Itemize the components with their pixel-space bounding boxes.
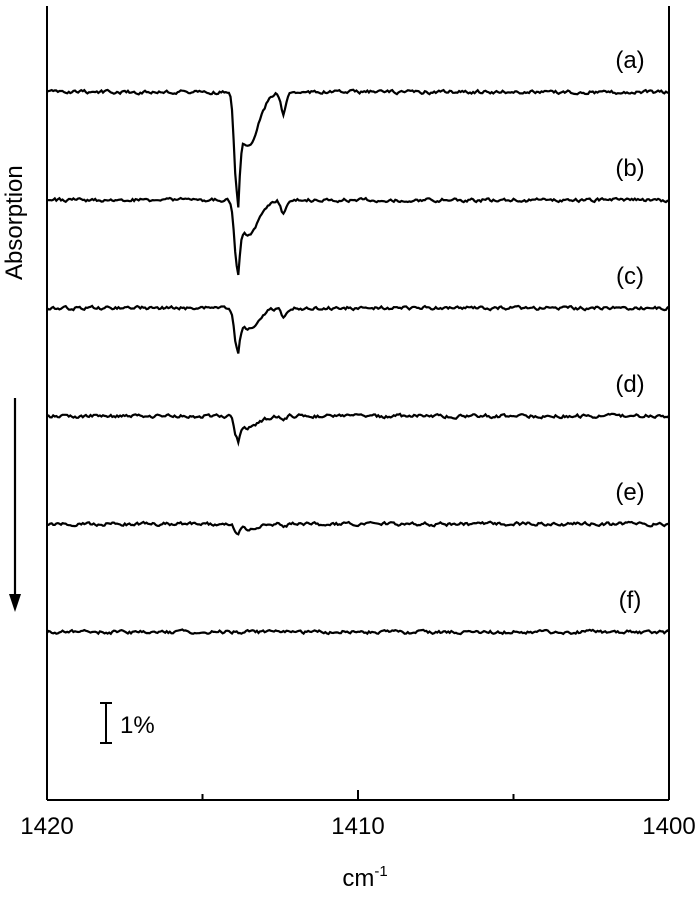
series-label: (a) [615, 47, 644, 74]
x-tick-label: 1420 [20, 813, 73, 840]
series-labels: (a) (b) (c) (d) (e) (f) [615, 47, 644, 614]
spectra-series [46, 88, 670, 636]
series-label: (f) [619, 587, 642, 614]
x-axis-label-superscript: -1 [374, 863, 387, 880]
series-label: (b) [615, 155, 644, 182]
arrow-head [9, 594, 21, 612]
spectrum-line-a [46, 88, 670, 208]
x-tick-label: 1400 [642, 813, 695, 840]
y-axis-label: Absorption [1, 165, 28, 280]
plot-frame [46, 6, 670, 801]
series-label: (e) [615, 479, 644, 506]
spectrum-line-d [46, 412, 670, 447]
spectrum-line-c [46, 304, 670, 354]
direction-arrow-icon [9, 398, 21, 612]
x-axis-tick-labels: 1420 1410 1400 [20, 813, 695, 840]
scale-bar: 1% [100, 702, 155, 744]
x-axis-ticks [46, 790, 670, 800]
x-tick-label: 1410 [331, 813, 384, 840]
x-axis-label: cm-1 [342, 863, 387, 892]
x-axis-label-base: cm [342, 865, 374, 892]
spectrum-line-b [46, 196, 670, 276]
series-label: (d) [615, 371, 644, 398]
scale-bar-label: 1% [120, 712, 155, 739]
spectrum-line-f [46, 628, 670, 636]
series-label: (c) [616, 263, 644, 290]
spectrum-line-e [46, 520, 670, 536]
